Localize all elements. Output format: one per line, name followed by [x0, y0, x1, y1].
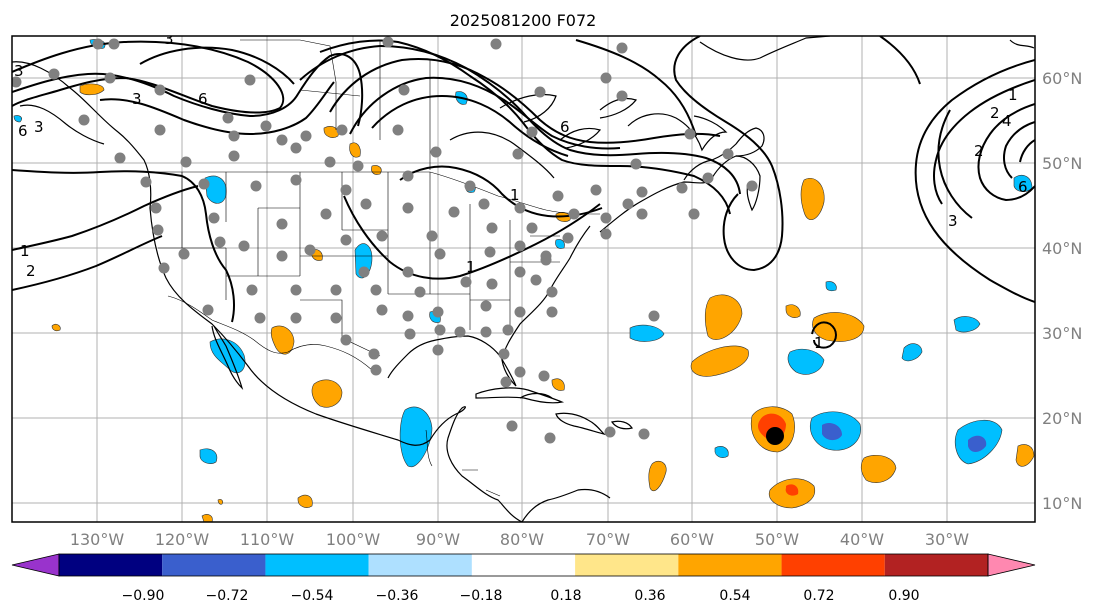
station-markers	[12, 36, 758, 444]
contour-label: 6	[198, 90, 208, 108]
colorbar-segment	[265, 554, 369, 576]
lat-label: 40°N	[1042, 239, 1082, 258]
colorbar-segment	[884, 554, 988, 576]
lat-label: 30°N	[1042, 324, 1082, 343]
lon-label: 110°W	[240, 530, 295, 549]
contour-label: 2	[26, 262, 36, 280]
contour-label: 1	[466, 258, 476, 276]
map-frame	[11, 35, 1036, 523]
contour-label: 6	[18, 122, 28, 140]
contour-label: 3	[34, 118, 44, 136]
lon-label: 80°W	[500, 530, 544, 549]
colorbar-tick-label: 0.36	[634, 588, 665, 604]
storm-center-marker	[766, 427, 784, 445]
coastlines	[12, 36, 1035, 522]
colorbar	[11, 553, 1036, 577]
colorbar-tick-labels: −0.90 −0.72 −0.54 −0.36 −0.18 0.18 0.36 …	[122, 588, 920, 604]
contour-label: 4	[1002, 112, 1012, 130]
longitude-labels: 130°W 120°W 110°W 100°W 90°W 80°W 70°W 6…	[70, 530, 969, 549]
colorbar-tick-label: 0.54	[719, 588, 750, 604]
colorbar-tick-label: −0.54	[291, 588, 334, 604]
colorbar-tick-label: −0.72	[206, 588, 249, 604]
contour-label: 2	[990, 104, 1000, 122]
colorbar-segment	[781, 554, 885, 576]
lon-label: 130°W	[70, 530, 125, 549]
colorbar-tick-label: 0.72	[803, 588, 834, 604]
contour-label: 3	[14, 62, 24, 80]
colorbar-tick-label: −0.36	[376, 588, 419, 604]
colorbar-tick-label: 0.90	[888, 588, 919, 604]
contour-lines	[12, 36, 1035, 349]
lon-label: 100°W	[326, 530, 381, 549]
lat-label: 10°N	[1042, 494, 1082, 513]
contour-label: 6	[560, 118, 570, 136]
colorbar-tick-label: −0.90	[122, 588, 165, 604]
colorbar-segment	[471, 554, 576, 576]
contour-label: 1	[510, 186, 520, 204]
contour-label: 3	[948, 212, 958, 230]
colorbar-segment	[368, 554, 472, 576]
political-borders	[148, 39, 601, 497]
contour-label: 1	[20, 242, 30, 260]
contour-label: 6	[1018, 178, 1028, 196]
latitude-labels: 60°N 50°N 40°N 30°N 20°N 10°N	[1042, 69, 1082, 513]
colorbar-frame	[58, 553, 989, 577]
colorbar-extend-low	[11, 553, 60, 577]
colorbar-segment	[162, 554, 266, 576]
colorbar-segment	[59, 554, 163, 576]
contour-label: 2	[974, 142, 984, 160]
lon-label: 120°W	[155, 530, 210, 549]
lat-label: 50°N	[1042, 154, 1082, 173]
contour-label: 1	[1008, 86, 1018, 104]
lon-label: 40°W	[840, 530, 884, 549]
map-area: 3 3 6 6 3 6 3 1 1 2 1 2 4 2 3 6 1 1	[12, 30, 1035, 522]
contour-label: 3	[132, 90, 142, 108]
colorbar-segment	[575, 554, 679, 576]
lon-label: 90°W	[416, 530, 460, 549]
lon-label: 30°W	[925, 530, 969, 549]
colorbar-tick-label: −0.18	[460, 588, 503, 604]
lon-label: 70°W	[586, 530, 630, 549]
lat-label: 20°N	[1042, 409, 1082, 428]
contour-label: 1	[814, 334, 824, 352]
lat-label: 60°N	[1042, 69, 1082, 88]
map-title: 2025081200 F072	[450, 11, 597, 30]
colorbar-segment	[678, 554, 782, 576]
lon-label: 60°W	[670, 530, 714, 549]
lon-label: 50°W	[755, 530, 799, 549]
colorbar-extend-high	[987, 553, 1036, 577]
colorbar-tick-label: 0.18	[550, 588, 581, 604]
contour-label: 3	[164, 30, 174, 48]
contour-label-group: 3 3 6 6 3 6 3 1 1 2 1 2 4 2 3 6 1 1	[14, 30, 1028, 352]
